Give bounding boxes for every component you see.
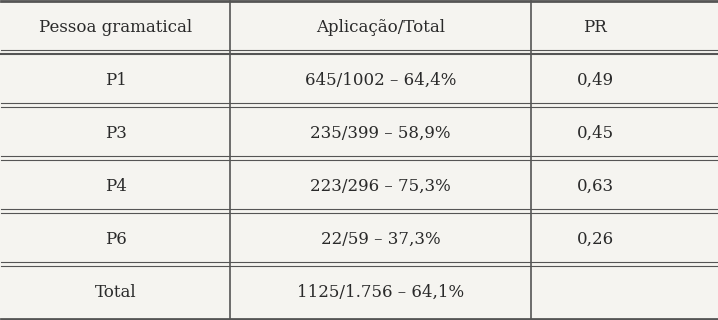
- Text: 0,63: 0,63: [577, 178, 614, 195]
- Text: P6: P6: [105, 231, 126, 248]
- Text: 223/296 – 75,3%: 223/296 – 75,3%: [310, 178, 451, 195]
- Text: 235/399 – 58,9%: 235/399 – 58,9%: [310, 125, 451, 142]
- Text: 22/59 – 37,3%: 22/59 – 37,3%: [321, 231, 440, 248]
- Text: 0,45: 0,45: [577, 125, 614, 142]
- Text: Aplicação/Total: Aplicação/Total: [316, 19, 445, 36]
- Text: 0,49: 0,49: [577, 72, 614, 89]
- Text: PR: PR: [583, 19, 607, 36]
- Text: P1: P1: [105, 72, 127, 89]
- Text: 1125/1.756 – 64,1%: 1125/1.756 – 64,1%: [297, 284, 464, 301]
- Text: Total: Total: [95, 284, 136, 301]
- Text: P3: P3: [105, 125, 127, 142]
- Text: Pessoa gramatical: Pessoa gramatical: [39, 19, 192, 36]
- Text: 0,26: 0,26: [577, 231, 614, 248]
- Text: 645/1002 – 64,4%: 645/1002 – 64,4%: [304, 72, 456, 89]
- Text: P4: P4: [105, 178, 127, 195]
